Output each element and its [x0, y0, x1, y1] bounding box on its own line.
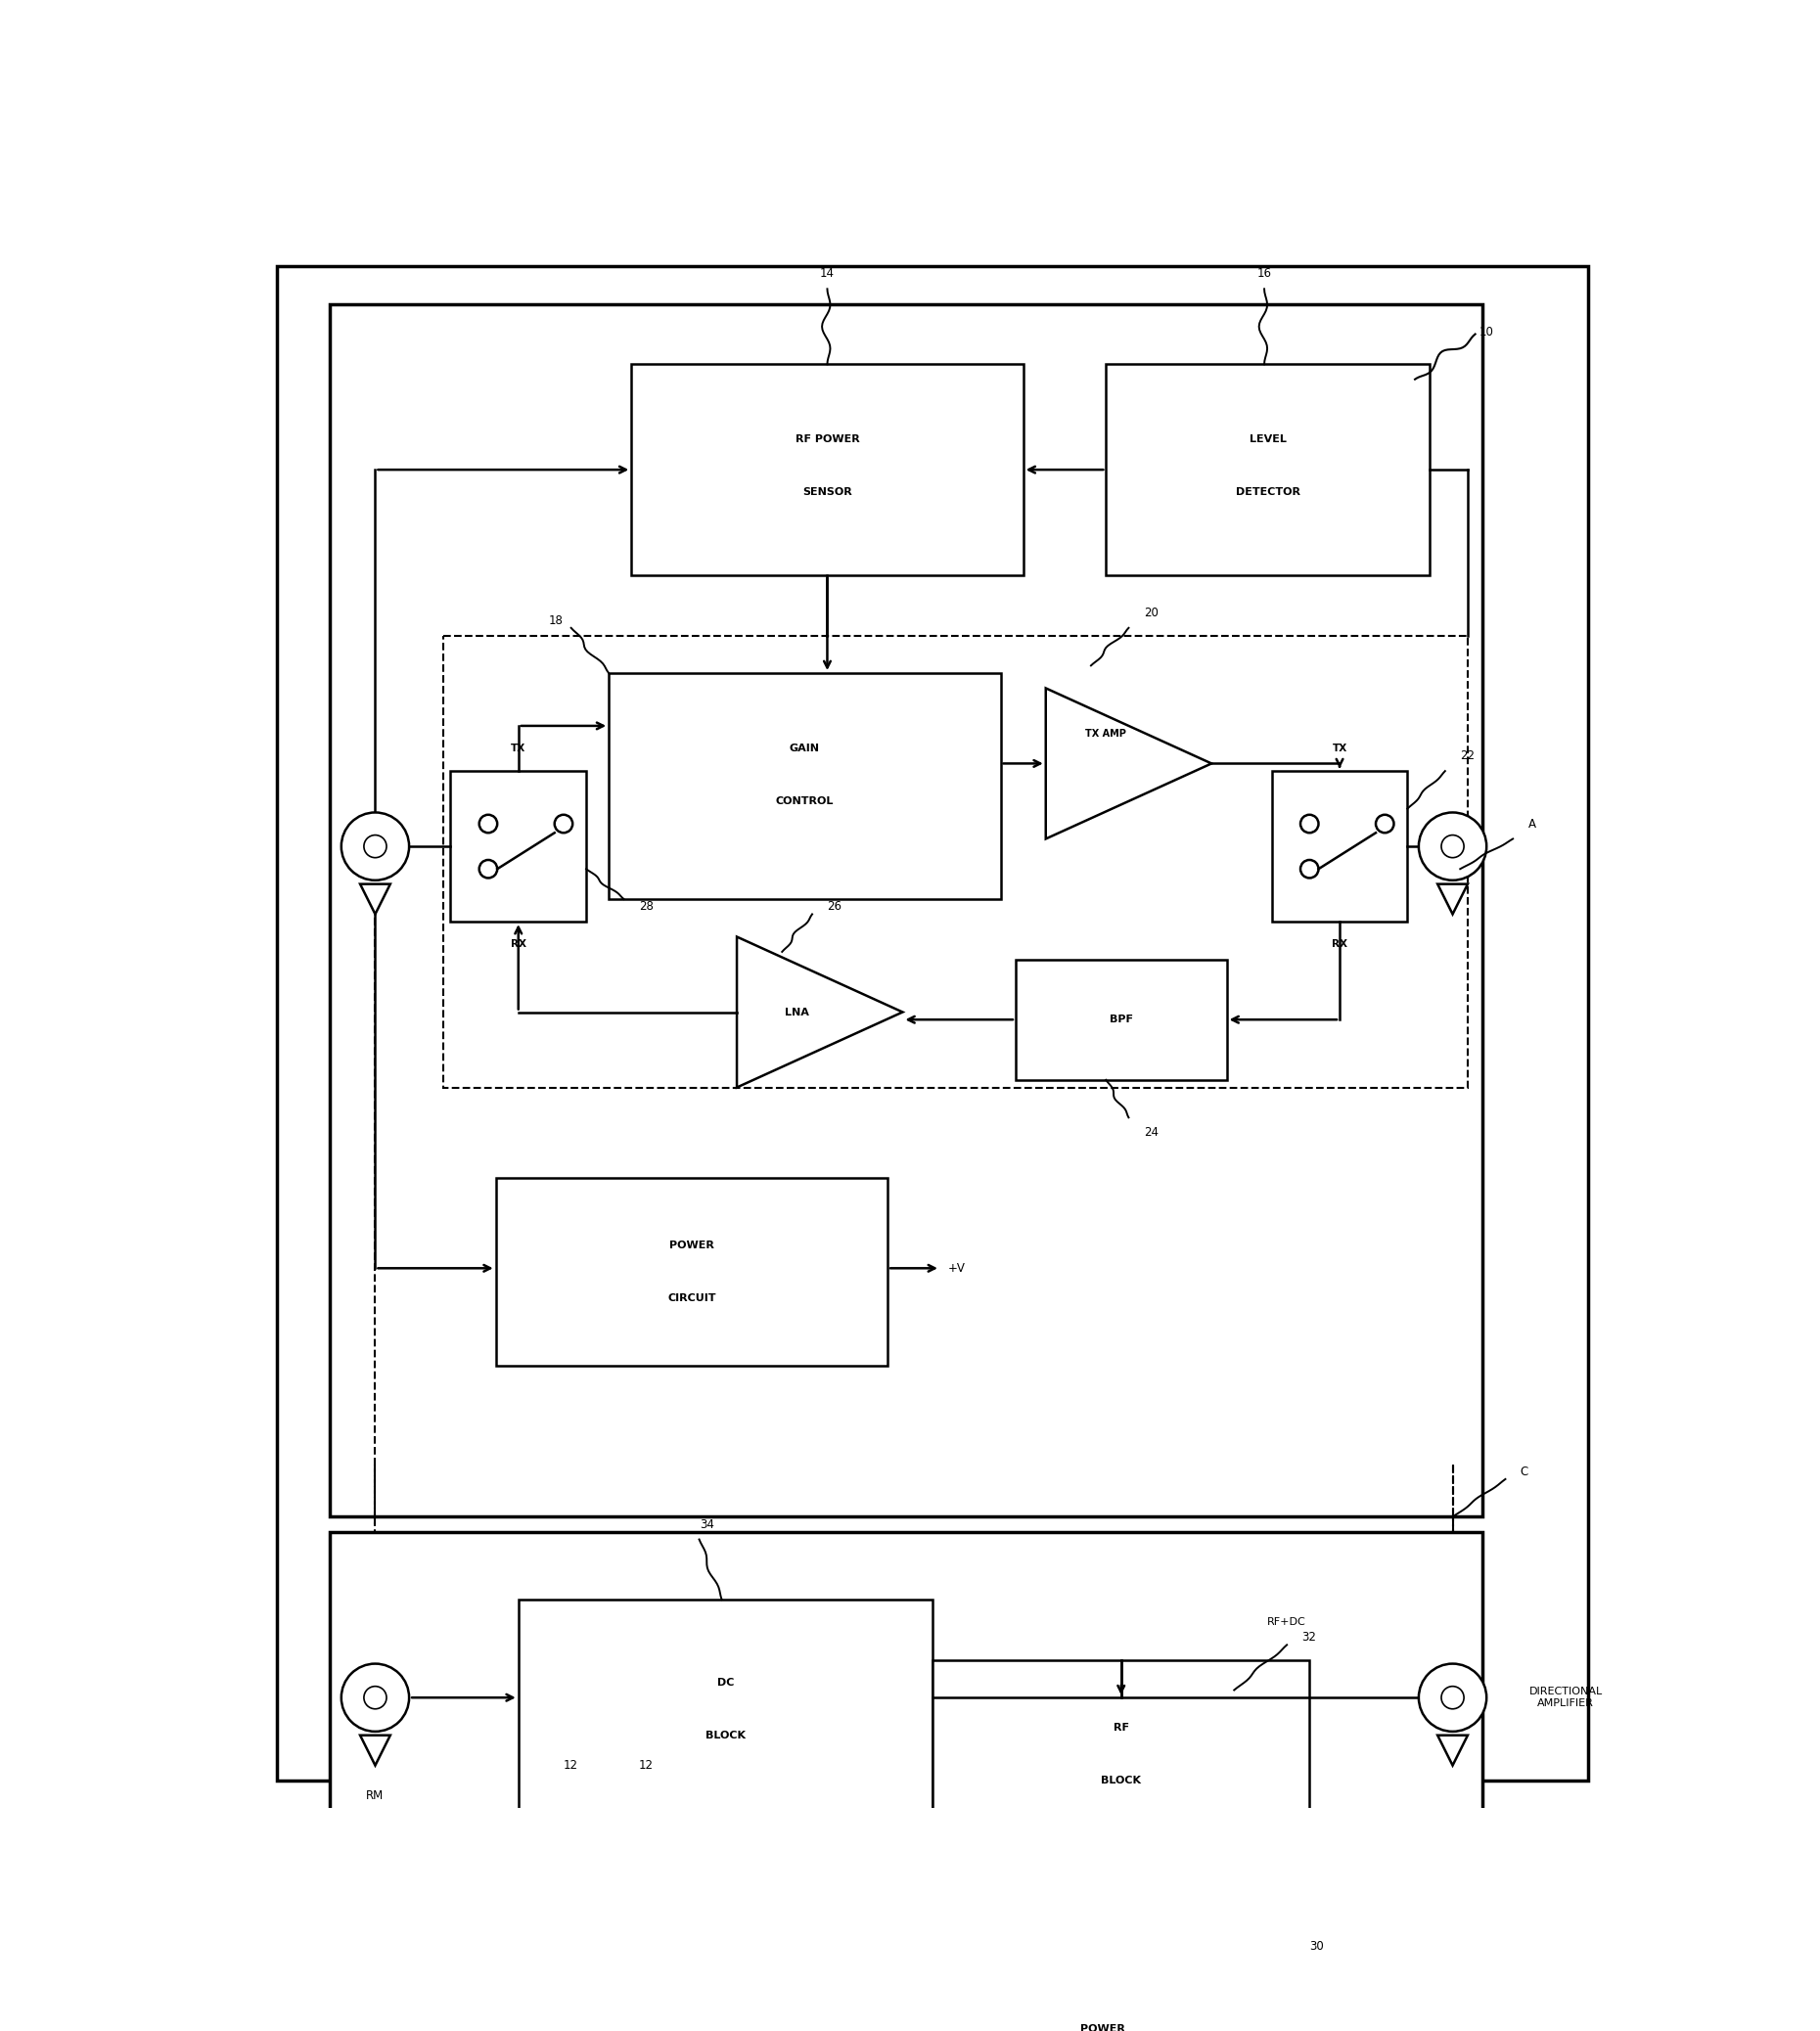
Text: 28: 28 [639, 900, 653, 914]
Bar [519, 1600, 934, 1826]
Text: DIRECTIONAL
AMPLIFIER: DIRECTIONAL AMPLIFIER [1529, 1688, 1602, 1708]
Text: 26: 26 [828, 900, 843, 914]
Text: LNA: LNA [784, 1007, 810, 1018]
Circle shape [1441, 1686, 1463, 1708]
Text: RF+DC: RF+DC [1267, 1617, 1307, 1627]
Text: BPF: BPF [1110, 1016, 1132, 1024]
Circle shape [1420, 812, 1487, 879]
Text: 32: 32 [1301, 1631, 1316, 1643]
Circle shape [1376, 814, 1394, 833]
Polygon shape [1438, 1734, 1467, 1765]
Text: POWER: POWER [670, 1241, 713, 1251]
Bar [329, 305, 1483, 1517]
Text: RX: RX [1332, 940, 1347, 948]
Circle shape [364, 835, 386, 857]
Text: 12: 12 [564, 1759, 579, 1771]
Bar [608, 672, 1001, 900]
Text: A: A [1529, 816, 1536, 831]
Text: TX: TX [1332, 743, 1347, 754]
Text: 30: 30 [1309, 1940, 1323, 1952]
Text: GAIN: GAIN [790, 743, 819, 754]
Text: TX AMP: TX AMP [1085, 729, 1127, 737]
Bar [1016, 959, 1227, 1080]
Bar [1272, 772, 1407, 922]
Text: 10: 10 [1480, 325, 1494, 339]
Text: C: C [1520, 1464, 1529, 1479]
Bar [895, 1962, 1309, 2031]
Bar [632, 364, 1023, 575]
Text: BLOCK: BLOCK [706, 1730, 746, 1741]
Circle shape [1441, 835, 1463, 857]
Bar [442, 636, 1467, 1087]
Text: POWER: POWER [1079, 2025, 1125, 2031]
Text: SENSOR: SENSOR [803, 487, 852, 498]
Text: 12: 12 [639, 1759, 653, 1771]
Text: TX: TX [511, 743, 526, 754]
Text: RM: RM [366, 1789, 384, 1801]
Bar [329, 1531, 1483, 2031]
Polygon shape [360, 1734, 389, 1765]
Bar [934, 1659, 1309, 1856]
Text: +V: +V [948, 1261, 965, 1275]
Circle shape [342, 1663, 410, 1732]
Bar [451, 772, 586, 922]
Circle shape [555, 814, 573, 833]
Text: 16: 16 [1258, 268, 1272, 280]
Text: DETECTOR: DETECTOR [1236, 487, 1299, 498]
Text: LEVEL: LEVEL [1250, 435, 1287, 445]
Text: 18: 18 [550, 613, 564, 628]
Polygon shape [360, 883, 389, 914]
Text: RF: RF [1114, 1722, 1128, 1732]
Text: 34: 34 [699, 1517, 713, 1531]
Text: BLOCK: BLOCK [1101, 1775, 1141, 1785]
Circle shape [479, 814, 497, 833]
Bar [1107, 364, 1431, 575]
Text: DC: DC [717, 1678, 733, 1688]
Circle shape [1301, 859, 1318, 877]
Text: RF POWER: RF POWER [795, 435, 859, 445]
Text: 24: 24 [1143, 1127, 1158, 1139]
Polygon shape [737, 936, 903, 1087]
Polygon shape [1438, 883, 1467, 914]
Circle shape [479, 859, 497, 877]
Polygon shape [1046, 689, 1212, 839]
Text: 22: 22 [1460, 749, 1474, 762]
Circle shape [342, 812, 410, 879]
Text: CIRCUIT: CIRCUIT [668, 1294, 715, 1304]
Text: RX: RX [511, 940, 526, 948]
Text: 20: 20 [1143, 607, 1158, 619]
Circle shape [1420, 1663, 1487, 1732]
Circle shape [1301, 814, 1318, 833]
Circle shape [364, 1686, 386, 1708]
Text: 14: 14 [821, 268, 835, 280]
Bar [495, 1178, 888, 1367]
Text: CONTROL: CONTROL [775, 796, 834, 806]
